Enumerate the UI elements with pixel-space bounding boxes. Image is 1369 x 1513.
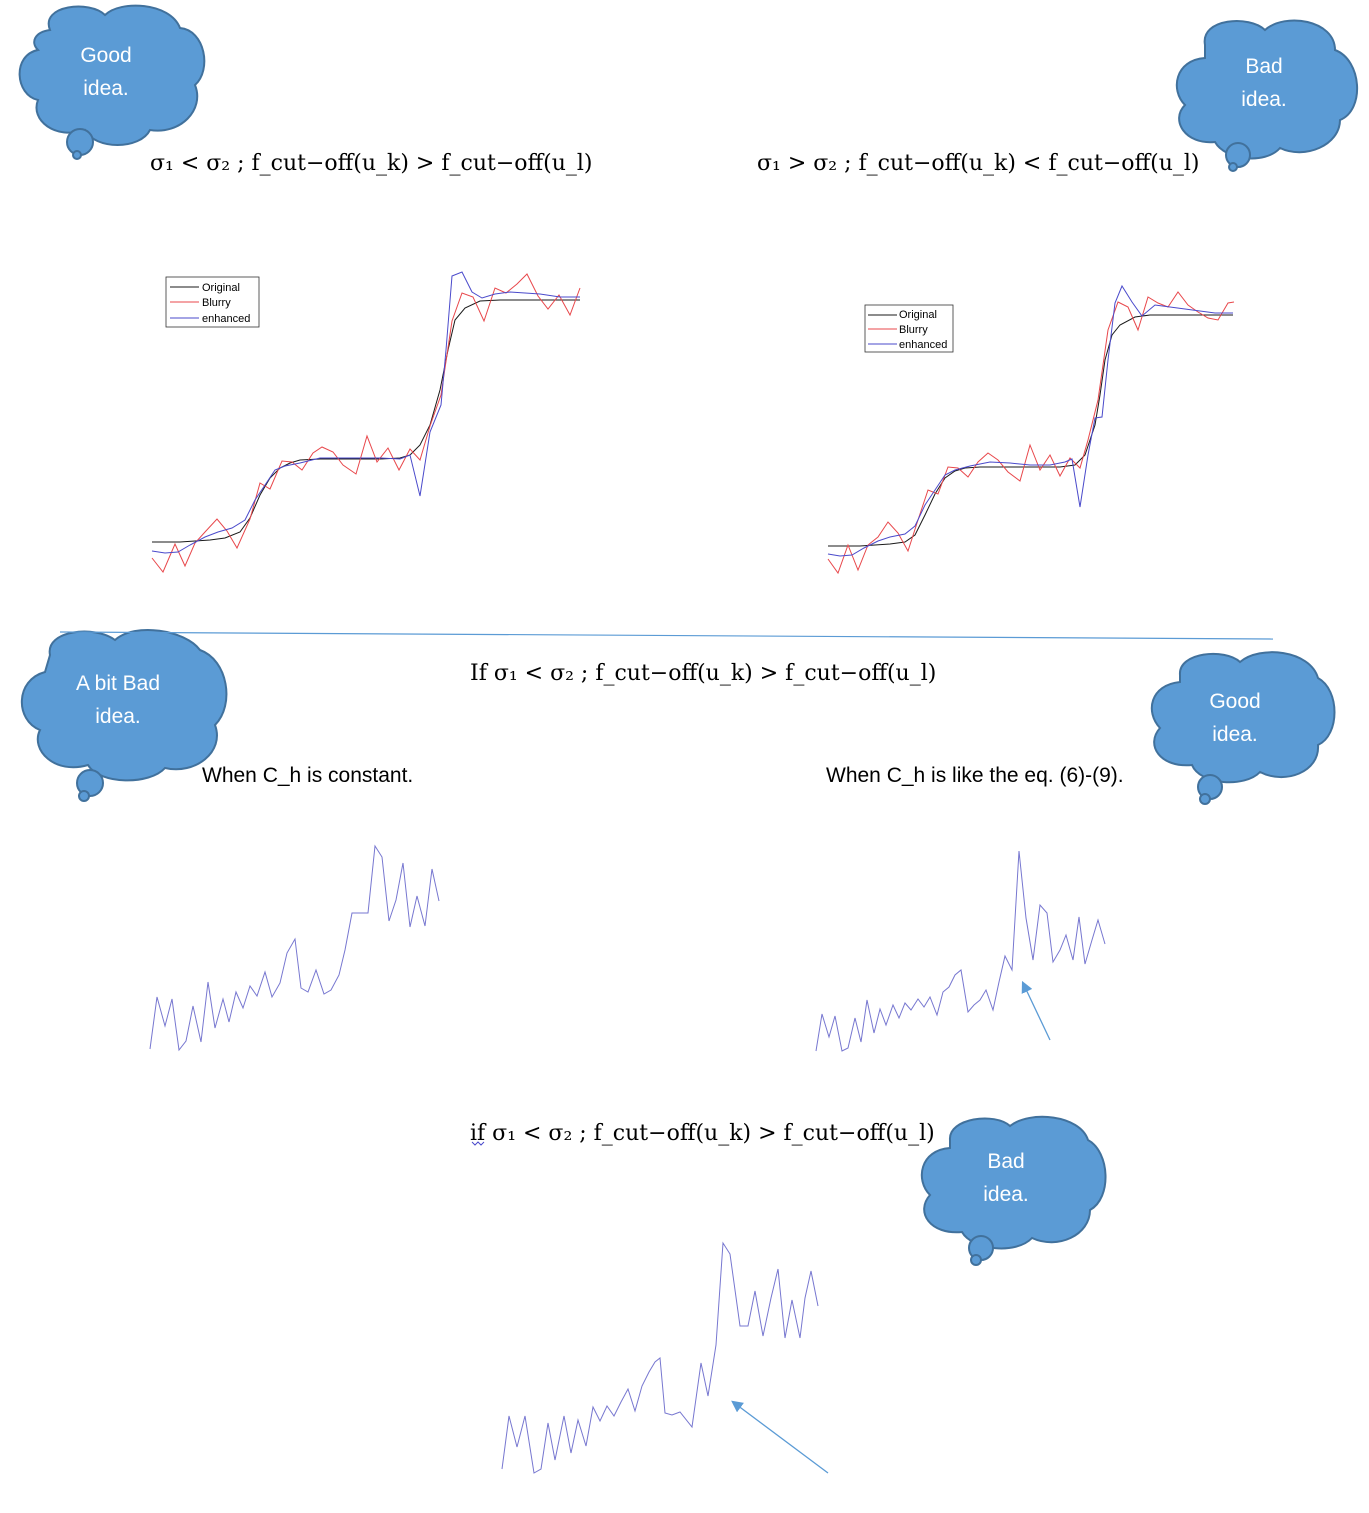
series-enhanced xyxy=(815,850,1106,1052)
legend-label-enhanced: enhanced xyxy=(899,339,947,351)
heading-bottom: if σ₁ < σ₂ ; f_cut−off(u_k) > f_cut−off(… xyxy=(470,1121,935,1146)
series-original xyxy=(152,299,580,543)
cloud-line-2: idea. xyxy=(1241,88,1287,111)
cloud-line-2: idea. xyxy=(983,1183,1029,1206)
series-enhanced xyxy=(149,844,440,1052)
heading-top-left: σ₁ < σ₂ ; f_cut−off(u_k) > f_cut−off(u_l… xyxy=(150,151,593,176)
thought-cloud-bit-bad-middle-left: A bit Bad idea. xyxy=(20,629,228,802)
plot-top-right: Original Blurry enhanced xyxy=(827,284,1235,575)
cloud-line-1: Bad xyxy=(1245,55,1282,78)
cloud-line-2: idea. xyxy=(1212,723,1258,746)
cloud-line-1: Good xyxy=(1209,690,1260,713)
caption-equation: When C_h is like the eq. (6)-(9). xyxy=(826,764,1124,787)
thought-cloud-bad-top-right: Bad idea. xyxy=(1175,19,1359,172)
legend-label-original: Original xyxy=(899,309,937,321)
series-original xyxy=(828,314,1233,547)
plot-middle-left xyxy=(149,844,440,1052)
legend-label-blurry: Blurry xyxy=(899,324,928,336)
heading-middle: If σ₁ < σ₂ ; f_cut−off(u_k) > f_cut−off(… xyxy=(470,661,936,686)
legend-label-enhanced: enhanced xyxy=(202,313,250,325)
spellcheck-underline xyxy=(471,1141,485,1146)
caption-constant: When C_h is constant. xyxy=(202,764,413,787)
cloud-line-2: idea. xyxy=(83,77,129,100)
plot-top-left: Original Blurry enhanced xyxy=(151,271,581,573)
legend-label-original: Original xyxy=(202,282,240,294)
thought-cloud-bad-bottom: Bad idea. xyxy=(920,1115,1107,1266)
cloud-line-2: idea. xyxy=(95,705,141,728)
series-enhanced xyxy=(827,284,1233,557)
thought-cloud-good-top-left: Good idea. xyxy=(18,4,206,160)
pointer-arrow xyxy=(1021,980,1051,1041)
plot-bottom xyxy=(501,1241,829,1474)
plot-middle-right xyxy=(815,850,1106,1052)
pointer-arrow xyxy=(731,1400,829,1474)
series-blurry xyxy=(151,273,581,573)
series-enhanced xyxy=(151,271,580,554)
section-divider xyxy=(59,631,1274,640)
series-enhanced xyxy=(501,1241,819,1474)
thought-cloud-good-middle-right: Good idea. xyxy=(1150,651,1336,805)
legend-label-blurry: Blurry xyxy=(202,297,231,309)
cloud-line-1: Good xyxy=(80,44,131,67)
cloud-line-1: Bad xyxy=(987,1150,1024,1173)
heading-top-right: σ₁ > σ₂ ; f_cut−off(u_k) < f_cut−off(u_l… xyxy=(757,151,1200,176)
series-blurry xyxy=(827,291,1235,575)
cloud-line-1: A bit Bad xyxy=(76,672,160,695)
